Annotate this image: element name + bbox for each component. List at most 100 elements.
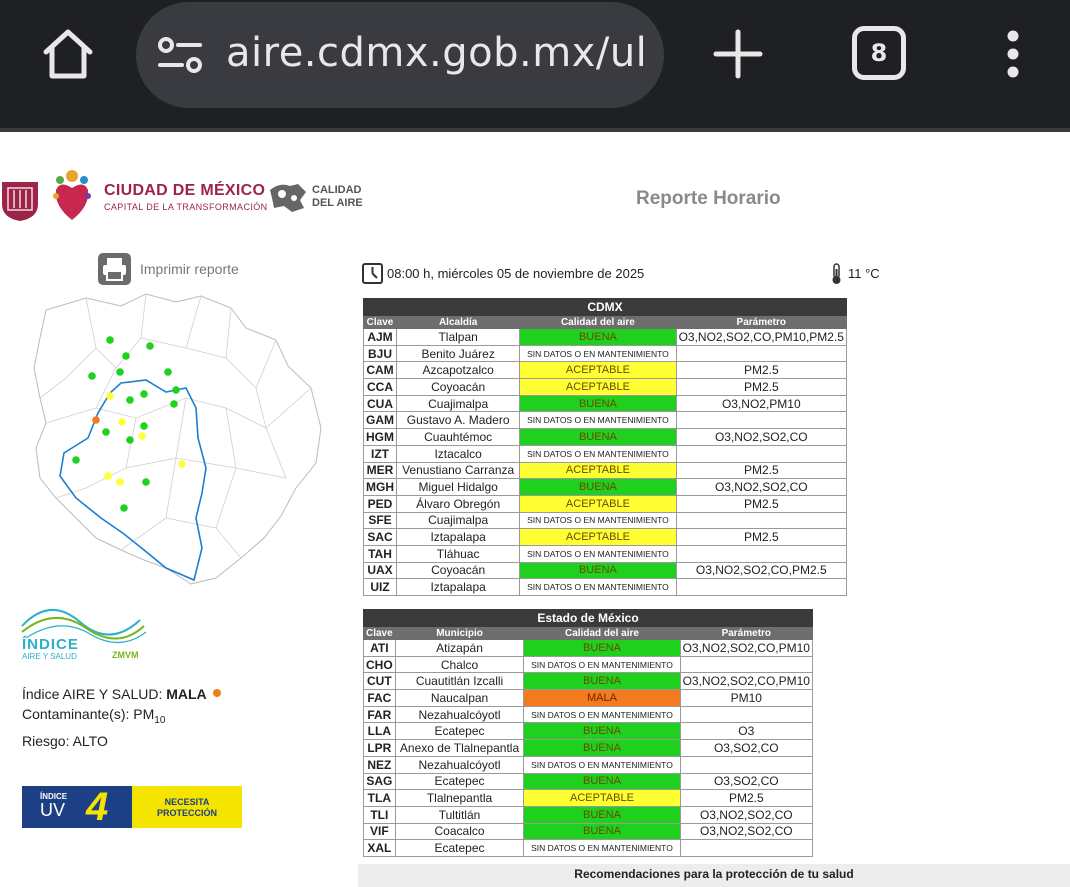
printer-icon[interactable] xyxy=(98,253,131,285)
parameters: O3,SO2,CO xyxy=(679,772,814,791)
table-row: UIZ Iztapalapa SIN DATOS O EN MANTENIMIENT… xyxy=(363,578,848,596)
station-marker[interactable] xyxy=(116,368,124,376)
gobierno-shield-icon xyxy=(2,182,38,221)
parameters xyxy=(675,578,848,596)
parameters xyxy=(679,839,814,857)
station-marker[interactable] xyxy=(126,396,134,404)
tab-switcher-button[interactable]: 8 xyxy=(852,26,906,80)
home-icon[interactable] xyxy=(38,24,98,84)
clock-icon xyxy=(362,263,383,284)
cdmx-logo-subtitle: CAPITAL DE LA TRANSFORMACIÓN xyxy=(104,202,268,212)
indice-summary: Índice AIRE Y SALUD: MALA Contaminante(s… xyxy=(22,684,221,751)
browser-toolbar: aire.cdmx.gob.mx/ult 8 xyxy=(0,0,1070,132)
air-quality-status: SIN DATOS O EN MANTENIMIENTO xyxy=(523,755,681,774)
parameters xyxy=(679,655,814,674)
station-location: Naucalpan xyxy=(394,689,525,707)
station-marker[interactable] xyxy=(92,416,100,424)
plus-icon[interactable] xyxy=(710,26,766,82)
air-quality-status: SIN DATOS O EN MANTENIMIENTO xyxy=(523,839,681,857)
table-row: MGH Miguel Hidalgo BUENA O3,NO2,SO2,CO xyxy=(363,478,848,496)
station-code: SAG xyxy=(363,772,396,791)
recommendations-header[interactable]: Recomendaciones para la protección de tu… xyxy=(358,864,1070,887)
site-settings-icon[interactable] xyxy=(156,35,204,75)
table-row: GAM Gustavo A. Madero SIN DATOS O EN MANTE… xyxy=(363,411,848,430)
more-options-icon[interactable] xyxy=(996,24,1030,84)
station-marker[interactable] xyxy=(140,390,148,398)
station-marker[interactable] xyxy=(164,368,172,376)
temperature-text: 11 °C xyxy=(848,266,880,281)
parameters: O3,NO2,SO2,CO xyxy=(679,805,814,824)
table-row: LLA Ecatepec BUENA O3 xyxy=(363,722,814,741)
parameters xyxy=(679,755,814,774)
air-quality-status: BUENA xyxy=(519,394,677,413)
station-marker[interactable] xyxy=(146,342,154,350)
station-code: LLA xyxy=(363,722,396,741)
col-header-alcaldia: Alcaldía xyxy=(395,315,521,329)
station-marker[interactable] xyxy=(122,352,130,360)
table-row: XAL Ecatepec SIN DATOS O EN MANTENIMIENTO xyxy=(363,839,814,857)
station-marker[interactable] xyxy=(118,418,126,426)
station-location: Cuauhtémoc xyxy=(395,428,521,446)
station-location: Iztacalco xyxy=(395,444,521,463)
address-bar[interactable]: aire.cdmx.gob.mx/ult xyxy=(136,2,664,108)
url-text[interactable]: aire.cdmx.gob.mx/ult xyxy=(226,30,646,76)
col-header-municipio: Municipio xyxy=(394,626,525,640)
station-location: Tlalpan xyxy=(395,328,521,346)
table-row: AJM Tlalpan BUENA O3,NO2,SO2,CO,PM10,PM2.5 xyxy=(363,328,848,346)
stations-map xyxy=(33,293,322,585)
air-quality-status: ACEPTABLE xyxy=(519,528,677,546)
header-logos: CIUDAD DE MÉXICO CAPITAL DE LA TRANSFORM… xyxy=(0,160,380,230)
station-marker[interactable] xyxy=(178,460,186,468)
col-header-clave: Clave xyxy=(363,315,397,329)
station-marker[interactable] xyxy=(172,386,180,394)
station-marker[interactable] xyxy=(88,372,96,380)
air-quality-status: ACEPTABLE xyxy=(519,378,677,396)
station-marker[interactable] xyxy=(106,336,114,344)
station-location: Tlalnepantla xyxy=(394,789,525,807)
col-header-calidad: Calidad del aire xyxy=(523,626,681,640)
station-location: Ecatepec xyxy=(394,839,525,857)
station-code: MGH xyxy=(363,478,397,496)
station-marker[interactable] xyxy=(142,478,150,486)
parameters xyxy=(679,705,814,724)
table-row: PED Álvaro Obregón ACEPTABLE PM2.5 xyxy=(363,494,848,513)
station-marker[interactable] xyxy=(72,456,80,464)
station-marker[interactable] xyxy=(170,400,178,408)
table-row: TLA Tlalnepantla ACEPTABLE PM2.5 xyxy=(363,789,814,807)
station-code: SAC xyxy=(363,528,397,546)
air-quality-status: BUENA xyxy=(519,561,677,580)
station-marker[interactable] xyxy=(104,472,112,480)
parameters: O3 xyxy=(679,722,814,741)
station-code: AJM xyxy=(363,328,397,346)
print-report-button[interactable]: Imprimir reporte xyxy=(98,253,258,285)
parameters: PM2.5 xyxy=(675,461,848,480)
air-quality-status: SIN DATOS O EN MANTENIMIENTO xyxy=(519,544,677,563)
air-quality-status: ACEPTABLE xyxy=(519,361,677,380)
station-location: Miguel Hidalgo xyxy=(395,478,521,496)
station-marker[interactable] xyxy=(102,428,110,436)
air-quality-status: MALA xyxy=(523,689,681,707)
uv-index-banner: ÍNDICE UV 4 NECESITA PROTECCIÓN xyxy=(22,786,242,828)
station-marker[interactable] xyxy=(126,436,134,444)
thermometer-icon xyxy=(832,263,841,284)
print-report-label[interactable]: Imprimir reporte xyxy=(140,261,239,277)
station-marker[interactable] xyxy=(138,432,146,440)
station-location: Cuajimalpa xyxy=(395,511,521,530)
indice-label: Índice AIRE Y SALUD: xyxy=(22,686,167,702)
station-marker[interactable] xyxy=(140,422,148,430)
air-quality-status: SIN DATOS O EN MANTENIMIENTO xyxy=(519,444,677,463)
station-code: CHO xyxy=(363,655,396,674)
parameters: PM2.5 xyxy=(675,378,848,396)
air-quality-status: SIN DATOS O EN MANTENIMIENTO xyxy=(519,511,677,530)
parameters: O3,NO2,SO2,CO xyxy=(675,478,848,496)
table-row: FAR Nezahualcóyotl SIN DATOS O EN MANTENIM… xyxy=(363,705,814,724)
station-code: PED xyxy=(363,494,397,513)
station-marker[interactable] xyxy=(116,478,124,486)
station-marker[interactable] xyxy=(120,504,128,512)
station-marker[interactable] xyxy=(106,392,114,400)
uv-recommendation-line2: PROTECCIÓN xyxy=(156,808,217,818)
station-location: Ecatepec xyxy=(394,722,525,741)
parameters xyxy=(675,411,848,430)
timestamp-text: 08:00 h, miércoles 05 de noviembre de 20… xyxy=(387,266,645,281)
calidad-aire-logo-text: CALIDAD DEL AIRE xyxy=(312,184,363,209)
